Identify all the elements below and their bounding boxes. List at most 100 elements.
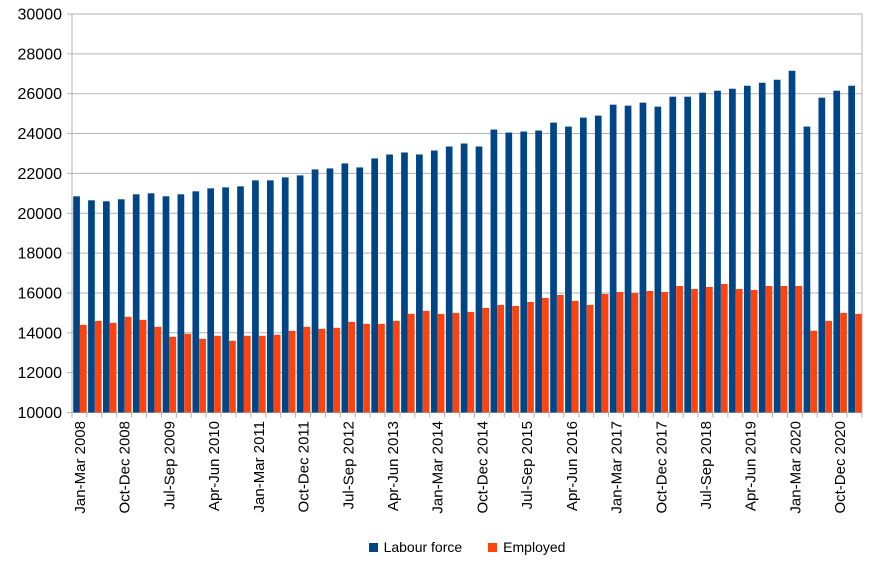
bar-employed (124, 316, 132, 413)
bar-labour-force (207, 188, 215, 413)
bar-employed (765, 285, 773, 413)
bar-labour-force (594, 115, 602, 413)
bar-employed (422, 310, 430, 413)
bar-employed (378, 323, 385, 413)
bar-employed (169, 336, 177, 413)
bar-labour-force (609, 104, 617, 413)
bar-labour-force (162, 196, 170, 413)
bar-employed (780, 285, 788, 413)
bar-employed (691, 288, 698, 413)
bar-labour-force (281, 177, 289, 413)
bar-labour-force (669, 96, 677, 413)
bar-labour-force (773, 79, 781, 413)
bar-labour-force (743, 85, 751, 413)
bar-employed (646, 290, 654, 413)
bar-employed (556, 294, 564, 413)
bar-labour-force (132, 194, 140, 413)
bar-labour-force (103, 201, 110, 413)
bar-labour-force (848, 85, 855, 413)
bar-labour-force (579, 117, 587, 413)
bar-labour-force (699, 92, 706, 413)
x-axis-label: Jan-Mar 2008 (72, 421, 89, 514)
bar-employed (333, 327, 341, 413)
bar-labour-force (326, 168, 334, 413)
bar-labour-force (654, 106, 662, 413)
bar-employed (318, 328, 326, 413)
bar-employed (750, 289, 758, 413)
bar-labour-force (296, 175, 304, 413)
bar-labour-force (430, 150, 438, 413)
bar-employed (199, 338, 206, 413)
y-axis-label: 14000 (18, 325, 63, 342)
bar-employed (482, 307, 490, 413)
y-axis-label: 30000 (18, 7, 63, 24)
bar-employed (840, 312, 847, 413)
bar-labour-force (729, 88, 736, 413)
bar-employed (452, 312, 460, 413)
x-axis-label: Oct-Dec 2017 (653, 421, 670, 514)
bar-labour-force (803, 126, 811, 413)
x-axis-label: Jul-Sep 2012 (340, 421, 357, 509)
x-axis-label: Oct-Dec 2008 (117, 421, 134, 514)
y-axis-label: 24000 (18, 126, 63, 143)
bar-employed (616, 291, 624, 413)
bar-employed (825, 320, 832, 413)
bar-employed (258, 335, 266, 413)
x-axis-label: Oct-Dec 2011 (296, 421, 313, 512)
bar-labour-force (147, 193, 155, 413)
bar-labour-force (565, 126, 572, 413)
legend-item-labour-force: Labour force (368, 539, 463, 555)
bar-employed (855, 313, 862, 413)
x-axis-label: Apr-Jun 2016 (564, 421, 581, 511)
bar-labour-force (684, 96, 692, 413)
bar-employed (393, 320, 400, 413)
x-axis-label: Apr-Jun 2013 (385, 421, 402, 511)
bar-labour-force (73, 196, 80, 413)
y-axis-label: 26000 (18, 86, 63, 103)
bar-labour-force (505, 132, 513, 413)
bar-labour-force (266, 180, 274, 413)
bar-employed (631, 292, 639, 413)
legend-label-labour-force: Labour force (383, 539, 463, 555)
bar-labour-force (88, 200, 95, 413)
bar-labour-force (341, 163, 349, 413)
bar-employed (229, 340, 236, 413)
bar-employed (437, 313, 445, 413)
bar-labour-force (371, 158, 379, 413)
bar-employed (288, 330, 296, 413)
bar-labour-force (490, 129, 498, 413)
bar-labour-force (833, 90, 841, 413)
bar-labour-force (818, 97, 826, 413)
bar-labour-force (788, 70, 796, 413)
bar-employed (810, 330, 818, 413)
bar-employed (184, 333, 192, 413)
y-axis-label: 18000 (18, 246, 63, 263)
bar-labour-force (222, 187, 229, 413)
bar-labour-force (535, 130, 542, 413)
x-axis-label: Jan-Mar 2020 (787, 421, 804, 514)
bar-employed (273, 334, 281, 413)
bar-employed (139, 319, 147, 413)
y-axis-label: 22000 (18, 166, 63, 183)
bar-labour-force (192, 191, 200, 413)
x-axis-label: Apr-Jun 2019 (743, 421, 760, 511)
bar-employed (348, 321, 356, 413)
bar-employed (720, 283, 728, 413)
bar-employed (735, 288, 743, 413)
bar-employed (542, 297, 549, 413)
bar-employed (676, 285, 683, 413)
bar-employed (109, 322, 117, 413)
y-axis-label: 16000 (18, 285, 63, 302)
bar-labour-force (639, 102, 647, 413)
x-axis-label: Jul-Sep 2015 (519, 421, 536, 509)
bar-labour-force (356, 167, 364, 413)
bar-employed (601, 293, 609, 413)
bar-labour-force (758, 82, 766, 413)
bar-employed (706, 286, 713, 413)
x-axis-label: Jan-Mar 2011 (251, 421, 268, 512)
bar-employed (154, 326, 162, 413)
bar-labour-force (401, 152, 408, 413)
bar-employed (586, 304, 594, 413)
